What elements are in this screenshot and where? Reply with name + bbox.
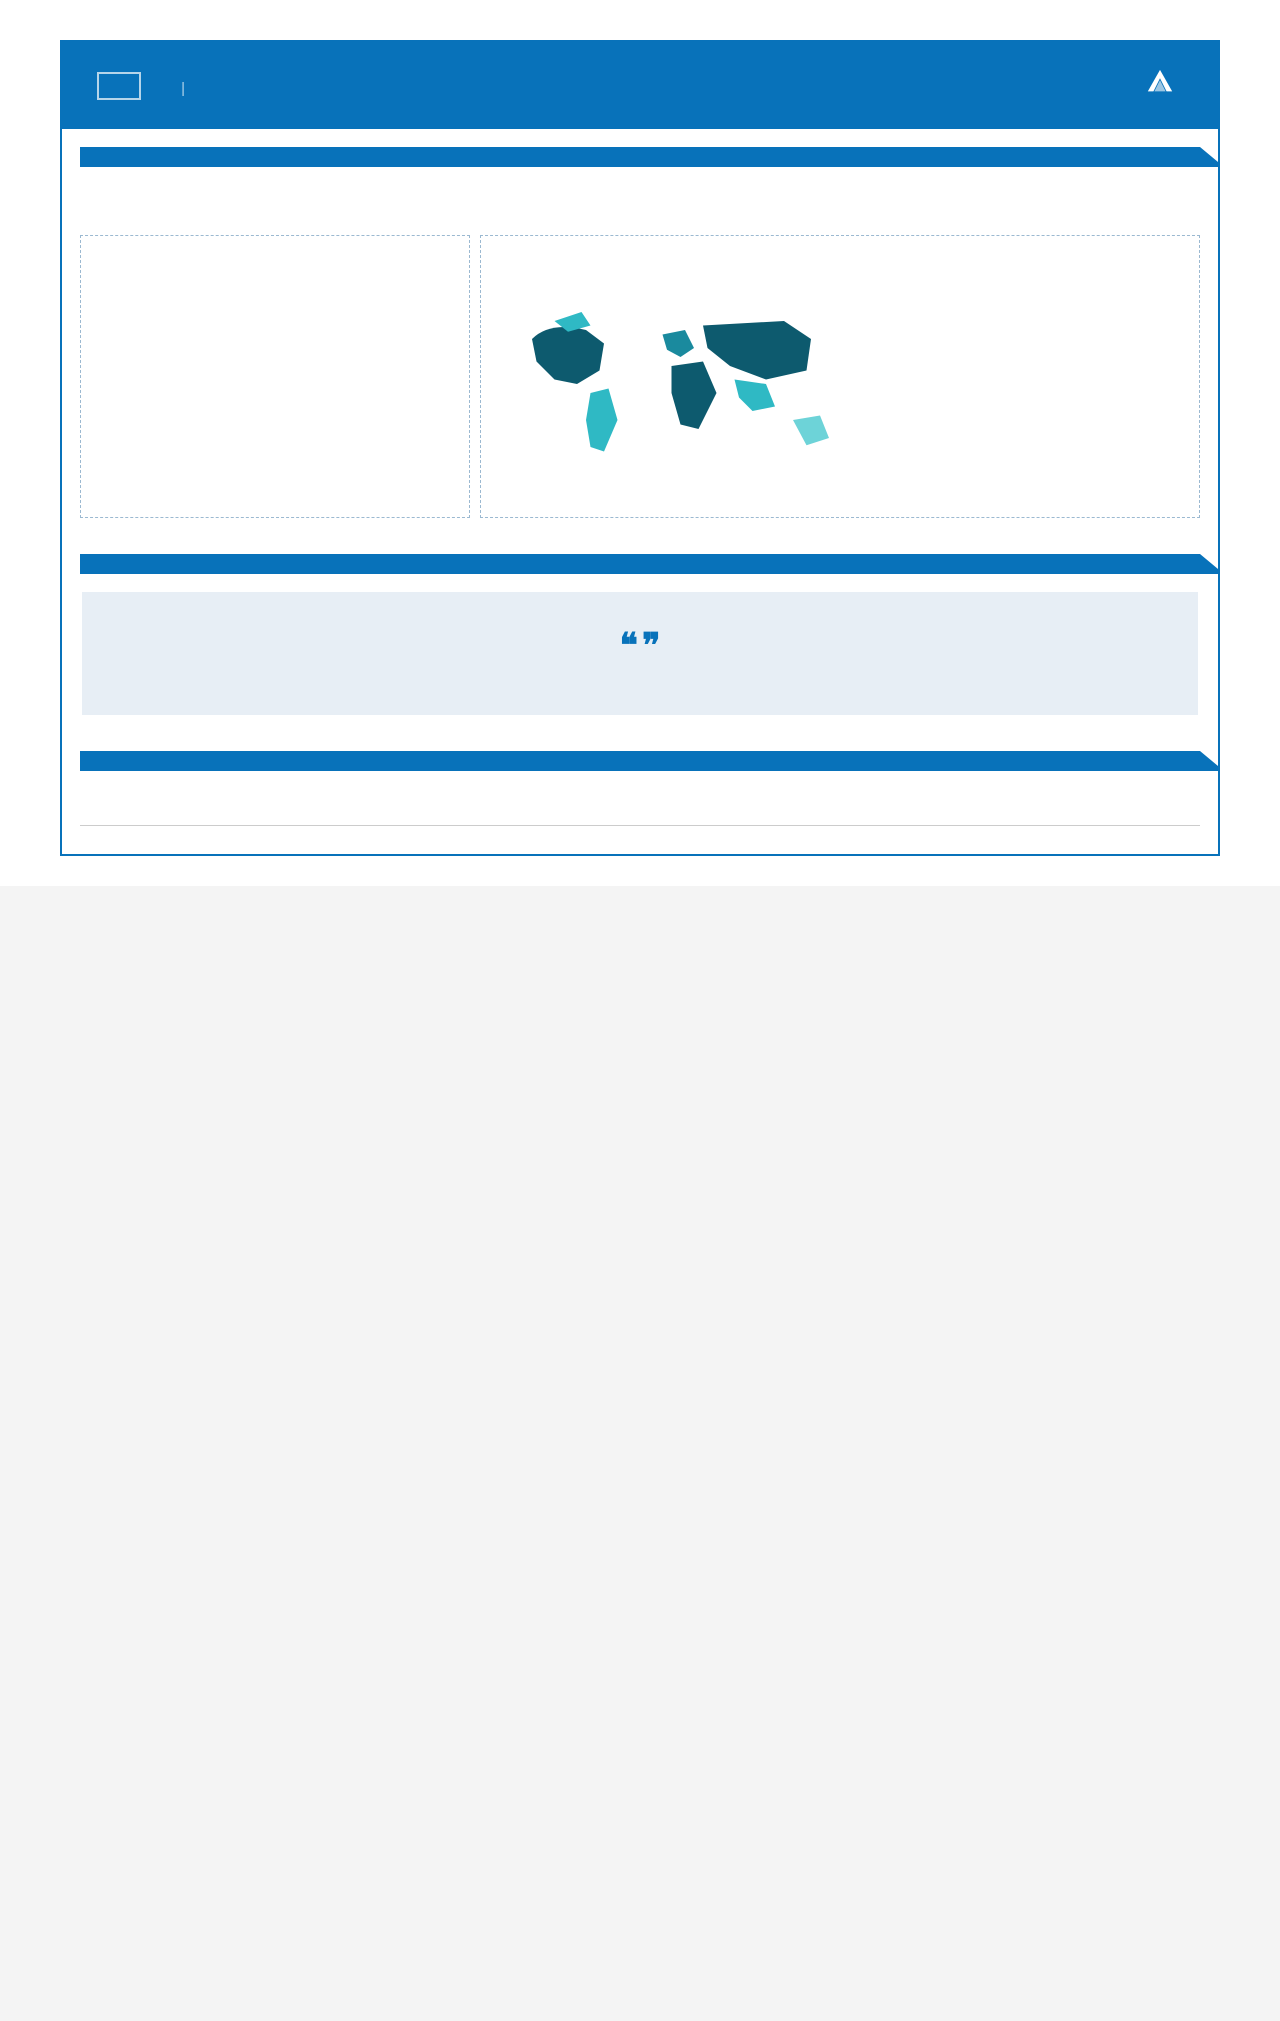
section-title-summary [80,147,1200,167]
segment-mix-panel [80,235,470,518]
header-banner: | [62,42,1218,129]
subtitle: | [171,79,1145,99]
alphastreet-icon [1145,67,1175,104]
open-quote-icon: ❝ [620,626,638,666]
section-title-outlook [80,554,1200,574]
ceo-quote-card: ❝ ❞ [82,592,1198,715]
brand-logo [1145,67,1183,104]
pie-chart [135,269,415,499]
footnote [80,825,1200,854]
close-quote-icon: ❞ [642,626,660,666]
geographic-panel [480,235,1200,518]
world-map [499,294,871,478]
outlook-row: ❝ ❞ [80,592,1200,715]
section-title-other [80,751,1200,771]
quarter-box [97,72,141,100]
